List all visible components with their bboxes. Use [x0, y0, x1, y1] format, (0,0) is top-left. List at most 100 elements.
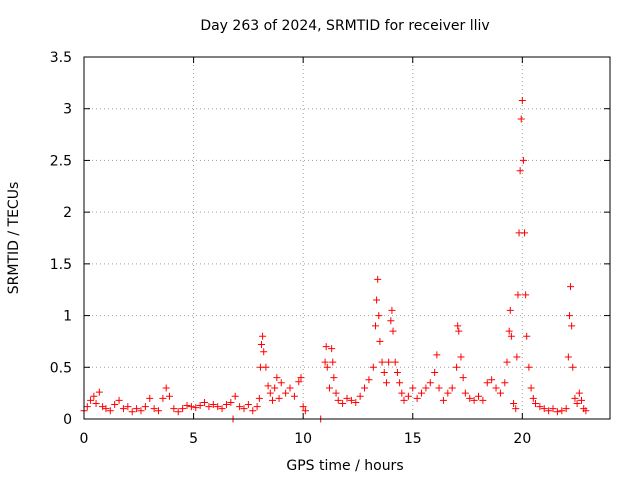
data-point	[391, 358, 399, 366]
data-point	[439, 396, 447, 404]
data-point	[575, 389, 583, 397]
data-point	[553, 408, 561, 416]
data-point	[155, 407, 163, 415]
data-point	[332, 389, 340, 397]
data-point	[150, 405, 158, 413]
data-point	[501, 379, 509, 387]
x-tick-label: 0	[80, 431, 89, 447]
data-point	[496, 389, 504, 397]
data-point	[510, 399, 518, 407]
data-point	[253, 403, 261, 411]
data-point	[209, 401, 217, 409]
data-point	[249, 407, 257, 415]
y-tick-label: 3.5	[50, 50, 72, 66]
data-point	[321, 358, 329, 366]
y-axis-label: SRMTID / TECUs	[6, 182, 22, 295]
x-tick-label: 15	[404, 431, 422, 447]
data-point	[531, 399, 539, 407]
data-point	[87, 396, 95, 404]
data-point	[454, 322, 462, 330]
x-axis-label: GPS time / hours	[286, 458, 403, 474]
data-point	[426, 379, 434, 387]
data-point	[373, 296, 381, 304]
data-point	[433, 351, 441, 359]
axis-ticks: 0 0.5 1 1.5 2 2.5 3 3.5 0 5 10 15 20	[50, 50, 610, 447]
data-point	[102, 405, 110, 413]
data-point	[569, 363, 577, 371]
data-point	[323, 363, 331, 371]
data-point	[301, 407, 309, 415]
data-point	[413, 394, 421, 402]
data-point	[527, 384, 535, 392]
data-point	[529, 394, 537, 402]
data-point	[506, 306, 514, 314]
x-tick-label: 20	[513, 431, 531, 447]
data-point	[183, 402, 191, 410]
data-point	[404, 392, 412, 400]
data-point	[488, 376, 496, 384]
data-point	[95, 388, 103, 396]
data-point	[179, 405, 187, 413]
y-tick-label: 3	[63, 102, 72, 118]
data-point	[564, 353, 572, 361]
data-point	[141, 403, 149, 411]
data-point	[240, 405, 248, 413]
data-point	[558, 407, 566, 415]
data-point	[290, 392, 298, 400]
data-point	[297, 374, 305, 382]
data-point	[444, 389, 452, 397]
data-point	[380, 368, 388, 376]
data-point	[455, 327, 463, 335]
grid-lines	[84, 57, 610, 419]
data-point	[133, 405, 141, 413]
y-tick-label: 0.5	[50, 360, 72, 376]
data-point	[453, 363, 461, 371]
data-point	[361, 384, 369, 392]
data-point	[378, 358, 386, 366]
data-point	[571, 394, 579, 402]
data-point	[262, 363, 270, 371]
data-point	[334, 396, 342, 404]
data-point	[260, 348, 268, 356]
data-point	[385, 358, 393, 366]
data-point	[479, 396, 487, 404]
data-point	[115, 396, 123, 404]
data-point	[375, 312, 383, 320]
data-point	[244, 401, 252, 409]
data-point	[187, 403, 195, 411]
data-point	[343, 394, 351, 402]
data-point	[389, 327, 397, 335]
data-point	[457, 353, 465, 361]
data-point	[519, 156, 527, 164]
y-tick-label: 0	[63, 412, 72, 428]
data-point	[365, 376, 373, 384]
data-point	[514, 291, 522, 299]
data-point	[523, 332, 531, 340]
data-point	[159, 394, 167, 402]
data-point	[448, 384, 456, 392]
data-point	[396, 379, 404, 387]
data-point	[562, 405, 570, 413]
data-point	[521, 229, 529, 237]
data-point	[259, 332, 267, 340]
chart-title: Day 263 of 2024, SRMTID for receiver lli…	[200, 18, 489, 34]
data-point	[299, 403, 307, 411]
data-point	[328, 345, 336, 353]
data-point	[376, 337, 384, 345]
data-point	[582, 407, 590, 415]
data-point	[505, 327, 513, 335]
data-point	[192, 404, 200, 412]
data-point	[573, 399, 581, 407]
data-point	[339, 399, 347, 407]
data-point	[492, 384, 500, 392]
data-point	[128, 408, 136, 416]
data-point	[214, 403, 222, 411]
data-point	[545, 407, 553, 415]
data-point	[322, 343, 330, 351]
data-point	[387, 317, 395, 325]
data-point	[507, 332, 515, 340]
data-point	[398, 389, 406, 397]
data-point	[266, 389, 274, 397]
data-point	[205, 403, 213, 411]
